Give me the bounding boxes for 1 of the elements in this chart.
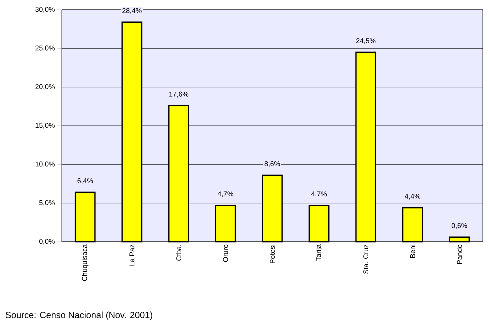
source-note: Source: Censo Nacional (Nov. 2001) <box>6 312 153 320</box>
